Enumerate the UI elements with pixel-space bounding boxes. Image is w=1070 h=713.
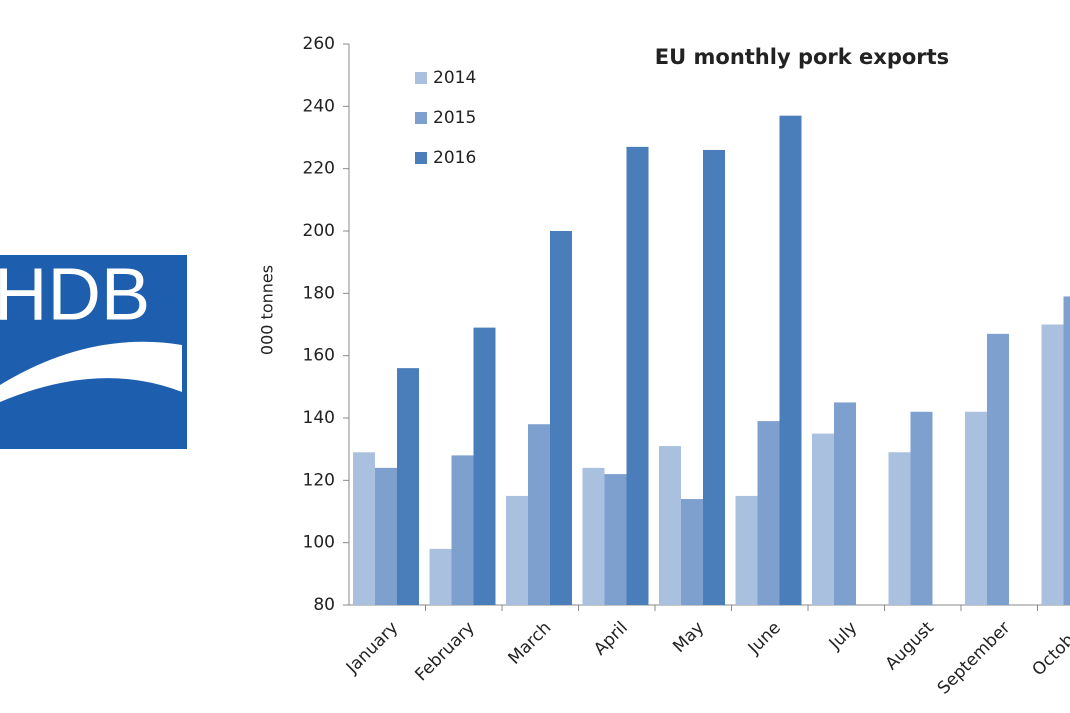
bar	[506, 495, 528, 605]
logo: HDB	[0, 253, 187, 449]
bar	[888, 452, 911, 605]
bar	[1063, 296, 1070, 605]
logo-swoosh	[0, 341, 182, 402]
y-tick-label: 160	[303, 346, 335, 366]
y-tick-label: 200	[303, 221, 335, 241]
bar	[604, 474, 627, 605]
y-tick-label: 80	[313, 595, 335, 615]
bar	[703, 149, 725, 605]
bar	[834, 402, 856, 605]
chart-title: EU monthly pork exports	[655, 45, 949, 69]
x-tick-label: July	[825, 618, 861, 654]
y-tick-label: 220	[303, 159, 335, 179]
x-tick-label: March	[505, 618, 556, 669]
bar	[987, 333, 1009, 605]
y-tick-label: 180	[303, 283, 335, 303]
bar	[626, 146, 649, 605]
bar	[910, 411, 933, 605]
y-tick-label: 100	[303, 533, 335, 553]
bar	[375, 467, 397, 605]
legend-swatch	[415, 72, 427, 84]
bar	[812, 433, 834, 605]
legend-swatch	[415, 112, 427, 124]
bar	[757, 421, 780, 605]
x-tick-label: April	[590, 618, 632, 660]
y-tick-label: 260	[303, 34, 335, 54]
bar	[353, 452, 375, 605]
bar	[429, 548, 452, 605]
x-tick-label: September	[934, 618, 1015, 699]
bar	[528, 424, 550, 605]
legend-swatch	[415, 152, 427, 164]
legend-label: 2015	[433, 108, 476, 128]
bar	[965, 411, 987, 605]
y-axis-label: 000 tonnes	[258, 265, 277, 355]
bar	[1041, 324, 1064, 605]
bar	[451, 455, 474, 605]
y-tick-label: 140	[303, 408, 335, 428]
bar	[779, 115, 802, 605]
logo-text: HDB	[0, 253, 150, 336]
x-tick-label: January	[342, 618, 402, 678]
x-tick-label: February	[411, 618, 478, 685]
x-tick-label: May	[669, 618, 708, 657]
legend-label: 2014	[433, 68, 476, 88]
bar	[550, 231, 572, 605]
y-tick-label: 240	[303, 96, 335, 116]
y-tick-label: 120	[303, 470, 335, 490]
x-tick-label: June	[744, 618, 785, 659]
bar	[735, 495, 758, 605]
bar	[659, 446, 681, 605]
legend-label: 2016	[433, 148, 476, 168]
bar	[397, 368, 419, 605]
bar	[582, 467, 605, 605]
x-tick-label: August	[882, 618, 938, 674]
bar	[473, 327, 496, 605]
x-tick-label: October	[1029, 618, 1070, 680]
bar	[681, 499, 703, 605]
